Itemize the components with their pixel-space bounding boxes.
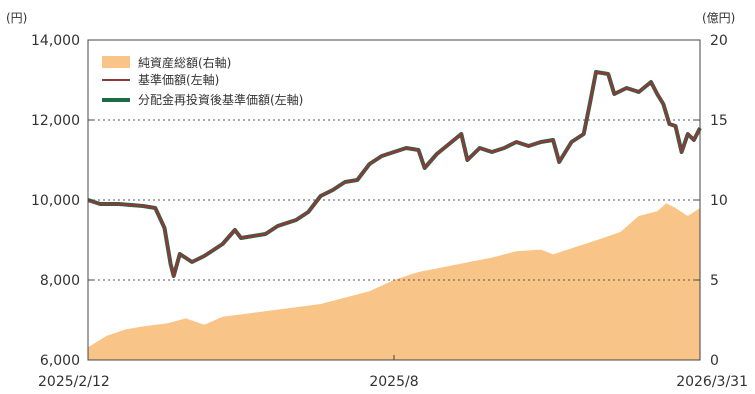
right-tick-label: 15 xyxy=(710,113,728,129)
legend-swatch-net-assets xyxy=(102,56,130,68)
gridlines xyxy=(88,119,700,281)
legend-label-net-assets: 純資産総額(右軸) xyxy=(138,55,231,70)
net-assets-area xyxy=(88,203,700,360)
left-tick-label: 14,000 xyxy=(31,33,80,49)
left-tick-label: 12,000 xyxy=(31,113,80,129)
right-tick-label: 5 xyxy=(710,273,719,289)
nav-line-layer xyxy=(87,70,702,278)
right-axis-unit: (億円) xyxy=(702,11,735,25)
right-tick-label: 10 xyxy=(710,193,728,209)
legend: 純資産総額(右軸) 基準価額(左軸) 分配金再投資後基準価額(左軸) xyxy=(102,55,303,107)
legend-label-reinvested-nav: 分配金再投資後基準価額(左軸) xyxy=(138,92,303,107)
left-tick-label: 6,000 xyxy=(40,353,80,369)
right-tick-label: 20 xyxy=(710,33,728,49)
x-tick-label: 2025/8 xyxy=(369,374,418,390)
x-tick-label: 2026/3/31 xyxy=(676,374,748,390)
x-tick-label: 2025/2/12 xyxy=(38,374,110,390)
left-tick-label: 8,000 xyxy=(40,273,80,289)
net-assets-area-layer xyxy=(88,203,700,360)
left-tick-label: 10,000 xyxy=(31,193,80,209)
axes: 6,000 8,000 10,000 12,000 14,000 0 5 10 15 20 2025… xyxy=(31,33,748,390)
legend-label-nav: 基準価額(左軸) xyxy=(138,72,219,87)
nav-line xyxy=(87,70,702,278)
left-axis-unit: (円) xyxy=(6,11,27,25)
right-tick-label: 0 xyxy=(710,353,719,369)
